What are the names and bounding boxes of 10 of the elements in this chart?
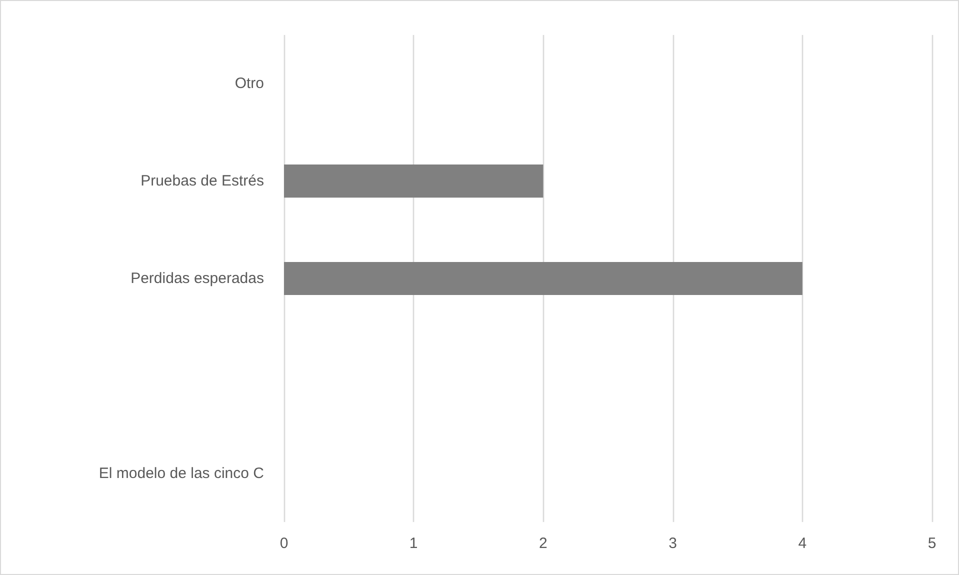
- y-tick-label: Pruebas de Estrés: [140, 172, 264, 190]
- x-tick-label: 5: [928, 535, 936, 552]
- y-tick-label: Otro: [234, 75, 264, 92]
- x-tick-label: 2: [539, 535, 548, 552]
- x-tick-label: 1: [409, 535, 418, 552]
- y-tick-label: Perdidas esperadas: [130, 270, 264, 287]
- y-tick-label: El modelo de las cinco C: [98, 464, 264, 482]
- x-tick-label: 4: [798, 535, 807, 552]
- x-tick-label: 3: [668, 535, 677, 552]
- x-tick-label: 0: [280, 535, 288, 552]
